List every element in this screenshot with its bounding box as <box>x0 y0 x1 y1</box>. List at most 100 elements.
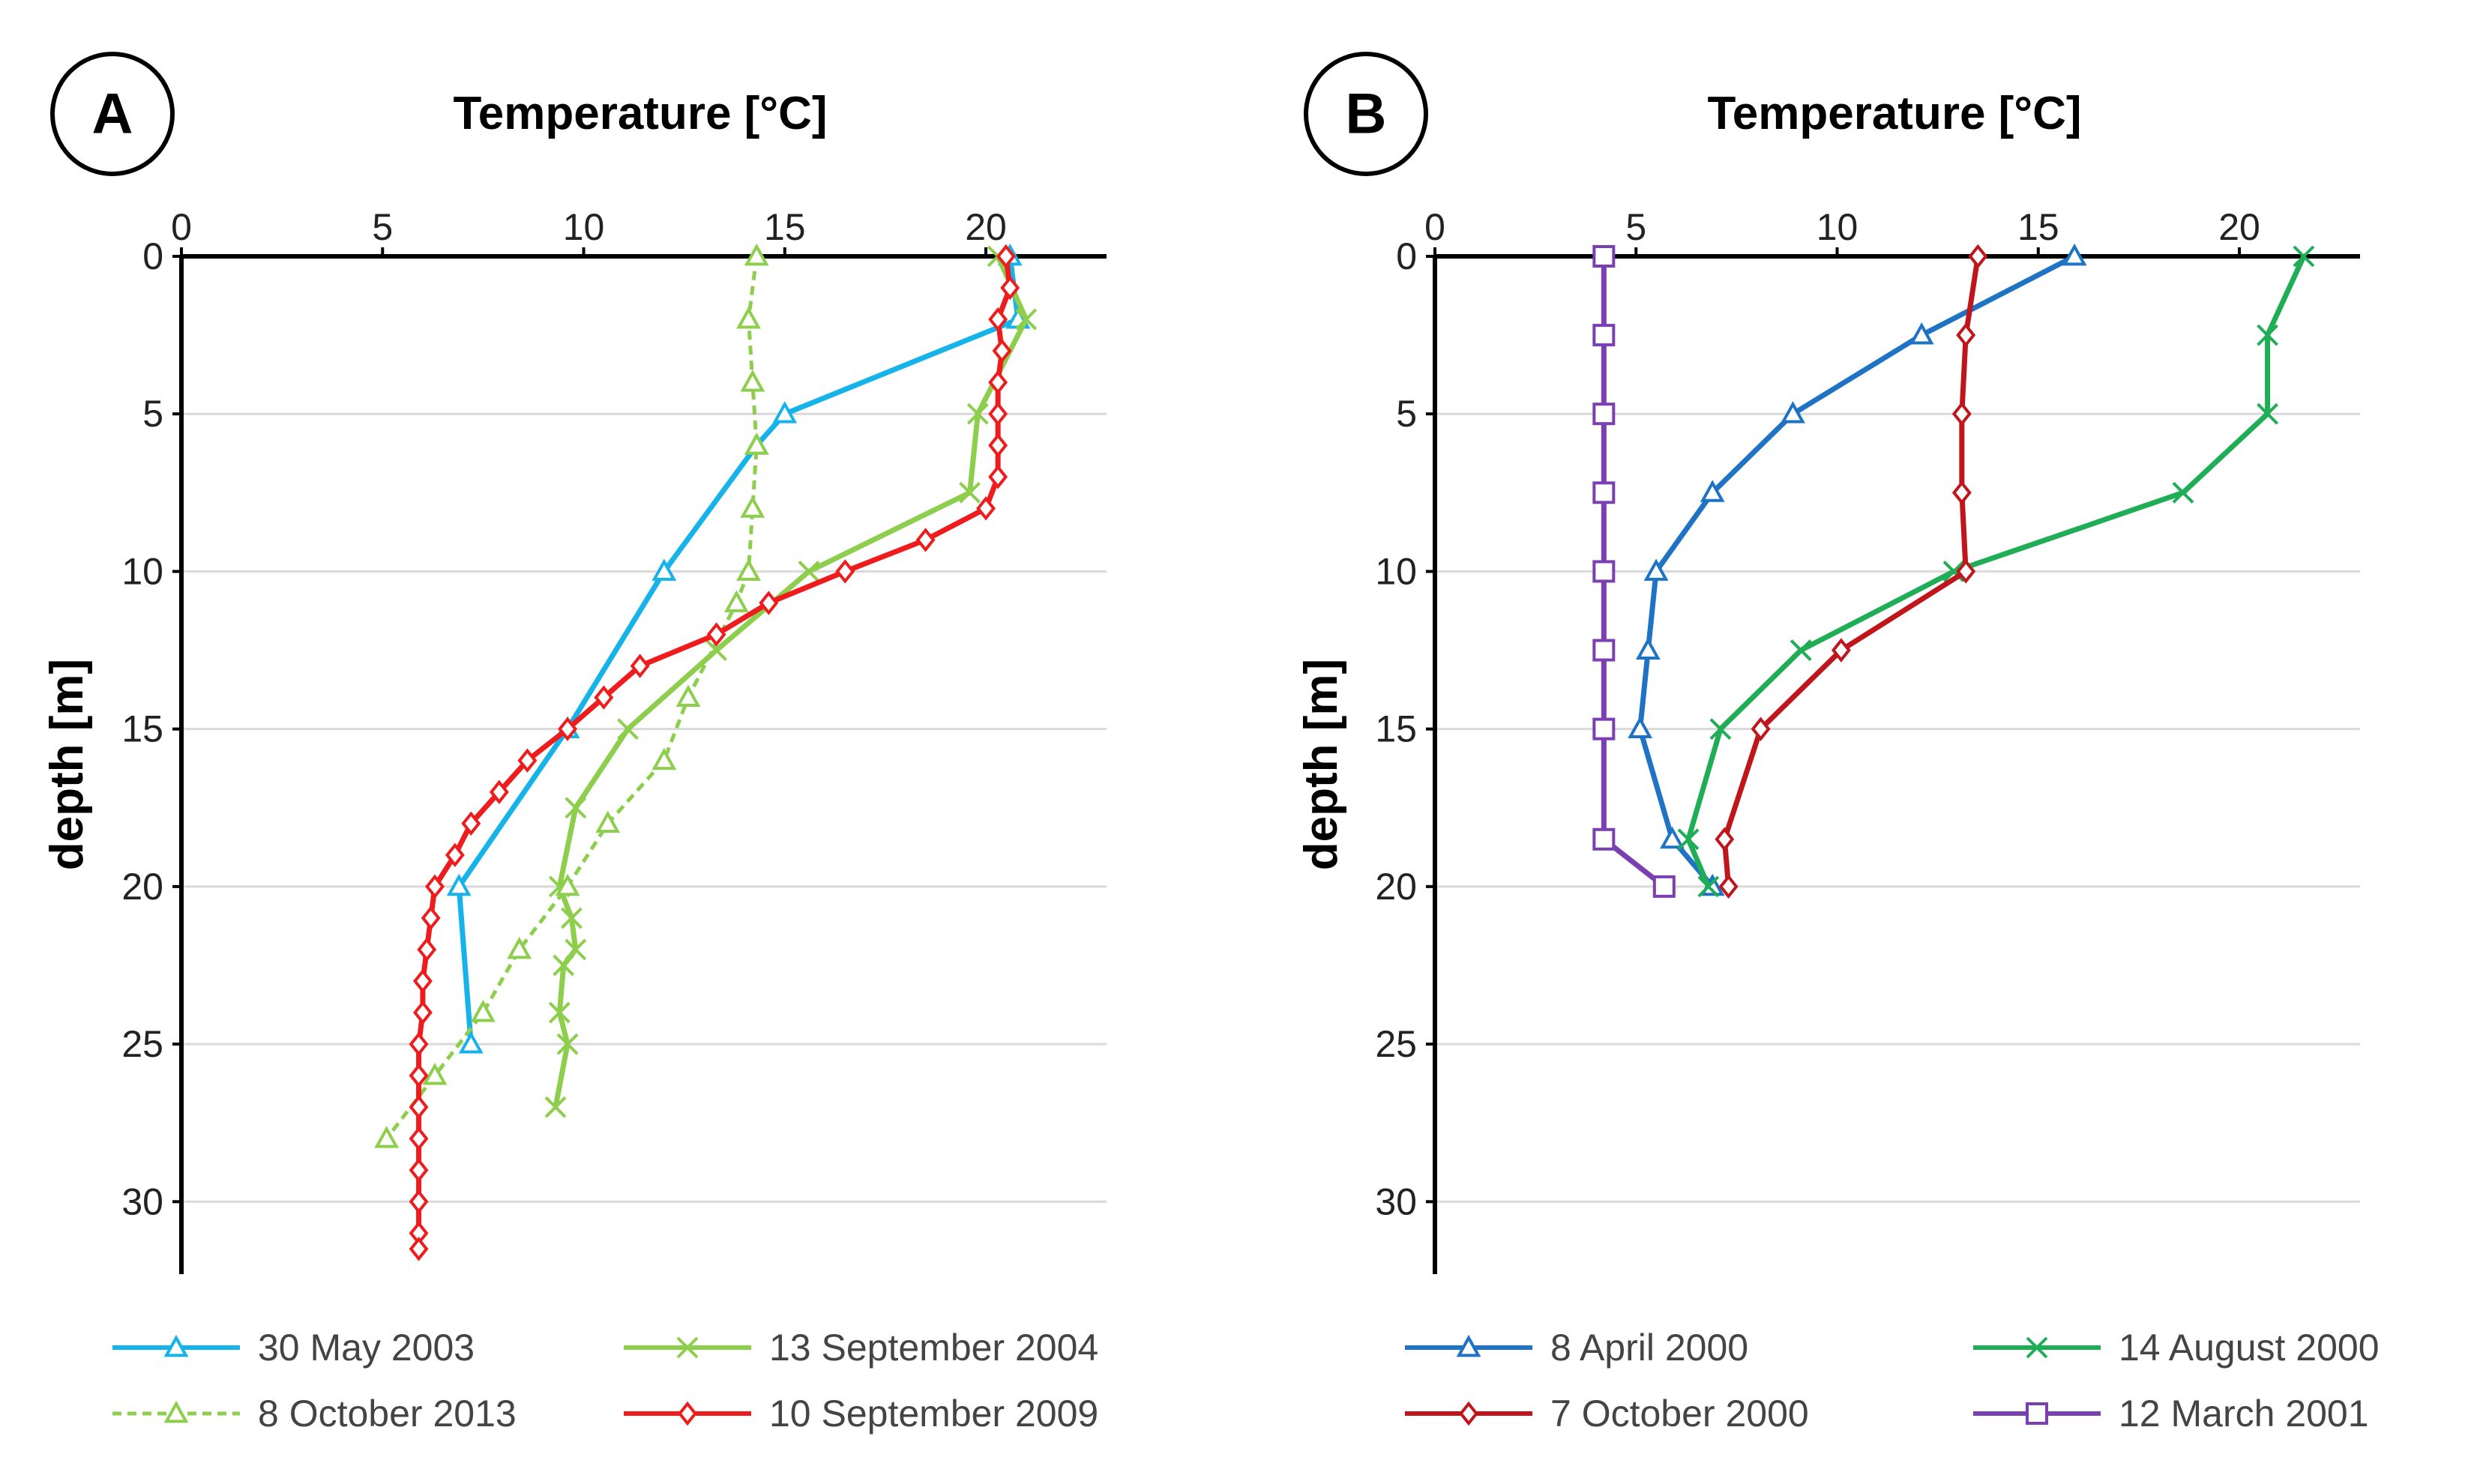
panel-b-legend-marker <box>2026 1402 2048 1425</box>
panel-a-series-4-point <box>412 1000 433 1025</box>
panel-a-series-3-point <box>736 306 761 329</box>
panel-b-legend-label: 8 April 2000 <box>1550 1327 1748 1369</box>
panel-a-series-2-point <box>556 1033 579 1055</box>
panel-b-legend: 8 April 2000 14 August 2000 7 October 2000… <box>1405 1327 2380 1435</box>
panel-a-series-1-point <box>458 1031 484 1054</box>
panel-a-series-2-point <box>617 718 639 741</box>
panel-b-series-3-point <box>1751 717 1771 741</box>
panel-b-series-4-point <box>1592 560 1616 583</box>
panel-a-series-4-point <box>835 559 855 584</box>
panel-a-series-4-point <box>988 433 1008 458</box>
panel-b-badge <box>1304 52 1428 176</box>
panel-a-series-2-point <box>561 907 583 929</box>
panel-a-series-4-point <box>988 370 1008 395</box>
panel-a-series-4-point <box>1000 275 1020 301</box>
panel-a-series-3-point <box>555 873 580 896</box>
panel-a-series-3-point <box>740 495 765 518</box>
panel-a-series-3-point <box>470 999 496 1022</box>
panel-a-legend-item: 10 September 2009 <box>624 1393 1098 1435</box>
panel-a-series-2-point <box>565 797 587 819</box>
panel-a-legend-item: 13 September 2004 <box>624 1327 1098 1369</box>
panel-b-series-3 <box>1715 244 1988 899</box>
panel-b-series-2-point <box>2257 324 2279 346</box>
panel-a-y-tick-label: 30 <box>121 1180 163 1222</box>
panel-a-y-tick-label: 0 <box>142 235 163 277</box>
panel-a-y-tick-label: 5 <box>142 393 163 435</box>
panel-a-legend-item: 30 May 2003 <box>112 1327 475 1369</box>
panel-b-series-4-point <box>1592 827 1616 851</box>
panel-b-legend-label: 14 August 2000 <box>2119 1327 2380 1369</box>
panel-a-legend-label: 8 October 2013 <box>258 1393 517 1435</box>
panel-b-x-tick-label: 0 <box>1424 206 1445 248</box>
panel-b-series-3-point <box>1715 827 1735 852</box>
panel-a-series-3-point <box>651 747 677 770</box>
panel-a-series-4-point <box>759 591 779 615</box>
panel-a-series-3-point <box>422 1063 448 1085</box>
panel-b-series-2-point <box>2293 245 2315 268</box>
panel-b-series-2 <box>1677 245 2315 898</box>
panel-a-series-3-point <box>675 684 701 708</box>
panel-b: B Temperature [°C] depth [m] 0 5 10 15 20 0 5 1… <box>1295 52 2380 1435</box>
panel-a-series-3-point <box>736 558 761 581</box>
panel-b-x-tick-label: 10 <box>1817 206 1858 248</box>
panel-b-legend-marker <box>2026 1336 2048 1359</box>
panel-b-series-1 <box>1628 243 2087 896</box>
panel-a-series-4-point <box>489 779 509 804</box>
panel-b-y-tick-label: 5 <box>1396 393 1417 435</box>
panel-a-legend-marker <box>163 1400 189 1423</box>
panel-a-series-4-point <box>630 654 650 678</box>
panel-b-series-1-point <box>1635 637 1661 660</box>
panel-b-x-tick-label: 20 <box>2218 206 2260 248</box>
panel-b-plot-area: 0 5 10 15 20 0 5 10 15 20 25 30 <box>1375 206 2360 1274</box>
panel-a-series-2-point <box>544 1096 567 1118</box>
panel-a-series-4-point <box>409 1126 429 1151</box>
panel-a-series-3-line <box>385 256 759 1140</box>
panel-a-series-4-point <box>988 402 1008 426</box>
panel-a-y-tick-label: 15 <box>121 708 163 750</box>
panel-b-series-4-point <box>1592 324 1616 347</box>
panel-b-series-1-point <box>1643 558 1669 581</box>
panel-a-series-1-point <box>772 401 798 423</box>
panel-a-series-4-point <box>409 1158 429 1183</box>
panel-a-series-4-line <box>416 256 1013 1249</box>
panel-b-legend-item: 14 August 2000 <box>1973 1327 2380 1369</box>
panel-b-series-4 <box>1592 245 1676 898</box>
panel-a-legend-item: 8 October 2013 <box>112 1393 517 1435</box>
panel-a-plot-area: 0 5 10 15 20 0 5 10 15 20 25 30 <box>121 206 1107 1274</box>
panel-a-series-4-point <box>988 307 1008 332</box>
panel-a-x-tick-label: 20 <box>965 206 1007 248</box>
panel-a-series-3-point <box>507 936 532 959</box>
panel-b-series-4-point <box>1592 717 1616 741</box>
panel-a-series-3 <box>374 243 769 1148</box>
panel-b-series-3-point <box>1718 874 1739 899</box>
panel-a-series-4-point <box>996 244 1016 269</box>
panel-b-x-tick-label: 15 <box>2017 206 2059 248</box>
panel-b-series-4-point <box>1592 481 1616 504</box>
panel-a-series-3-point <box>595 810 621 833</box>
panel-a-series-4-point <box>976 496 996 521</box>
panel-a-x-tick-label: 10 <box>563 206 605 248</box>
panel-a-legend-marker <box>678 1401 697 1426</box>
panel-a-series-2-line <box>553 255 1029 1108</box>
panel-a-series-4-point <box>517 748 538 773</box>
panel-a-series-4-point <box>421 905 441 931</box>
panel-a: A Temperature [°C] depth [m] 0 5 10 15 20 0 5 1… <box>41 52 1107 1435</box>
panel-a-x-tick-label: 15 <box>764 206 806 248</box>
panel-b-series-3-point <box>1951 480 1972 505</box>
panel-a-legend-marker <box>163 1334 189 1357</box>
panel-a-series-4-point <box>425 874 445 899</box>
panel-a-series-4-point <box>409 1063 429 1088</box>
panel-b-legend-item: 7 October 2000 <box>1405 1393 1809 1435</box>
panel-a-series-1-point <box>651 558 677 581</box>
panel-a-series-4-point <box>988 465 1008 489</box>
panel-a-series-4-point <box>915 528 936 552</box>
panel-b-series-3-point <box>1968 244 1988 269</box>
panel-b-y-axis-title: depth [m] <box>1295 659 1347 870</box>
panel-b-letter: B <box>1346 82 1387 146</box>
panel-a-letter: A <box>92 82 133 146</box>
panel-b-series-4-point <box>1592 402 1616 426</box>
panel-a-y-tick-label: 10 <box>121 550 163 592</box>
panel-b-y-tick-label: 15 <box>1375 708 1417 750</box>
panel-a-y-tick-label: 20 <box>121 866 163 908</box>
panel-a-legend: 30 May 2003 13 September 2004 8 October 20… <box>112 1327 1098 1435</box>
